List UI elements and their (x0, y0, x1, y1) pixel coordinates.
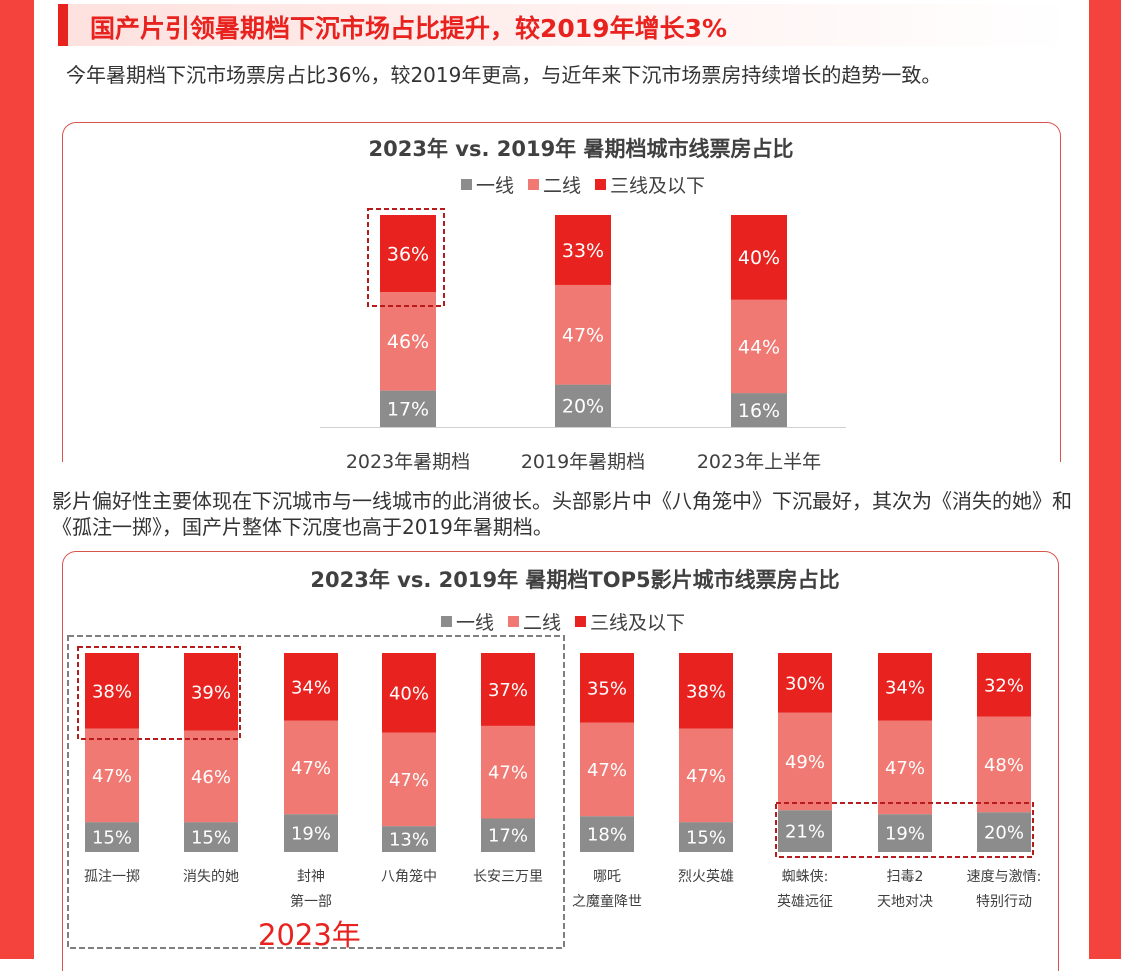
title-accent-bar (58, 4, 68, 46)
chart1-title: 2023年 vs. 2019年 暑期档城市线票房占比 (368, 137, 794, 161)
legend-item-tier1: 一线 (460, 171, 514, 198)
chart2-title: 2023年 vs. 2019年 暑期档TOP5影片城市线票房占比 (310, 568, 840, 592)
legend2-label-tier1: 一线 (455, 612, 494, 634)
legend2-item-tier1: 一线 (440, 608, 494, 635)
chart2-panel (62, 551, 1059, 971)
chart1-panel (62, 122, 1061, 462)
legend2-swatch-tier1 (440, 616, 452, 627)
legend2-label-tier2: 二线 (522, 612, 562, 634)
chart1-legend: 一线 二线 三线及以下 (460, 171, 705, 198)
legend-item-tier2: 二线 (527, 171, 582, 198)
page-title: 国产片引领暑期档下沉市场占比提升，较2019年增长3% (90, 14, 728, 43)
year-2023-label: 2023年 (258, 918, 361, 952)
legend2-item-tier2: 二线 (507, 608, 562, 635)
legend-swatch-tier3 (595, 179, 607, 190)
middle-paragraph: 影片偏好性主要体现在下沉城市与一线城市的此消彼长。头部影片中《八角笼中》下沉最好… (52, 489, 1072, 539)
right-decor-bar (1089, 0, 1121, 959)
legend-item-tier3: 三线及以下 (595, 171, 705, 198)
legend2-swatch-tier2 (507, 616, 519, 627)
legend-label-tier2: 二线 (542, 175, 582, 197)
intro-paragraph: 今年暑期档下沉市场票房占比36%，较2019年更高，与近年来下沉市场票房持续增长… (66, 63, 942, 87)
legend-swatch-tier2 (527, 179, 539, 190)
legend-swatch-tier1 (460, 179, 472, 190)
left-decor-bar (0, 0, 34, 959)
legend2-label-tier3: 三线及以下 (590, 612, 686, 634)
legend-label-tier1: 一线 (475, 175, 514, 197)
title-banner (58, 4, 1073, 46)
legend2-swatch-tier3 (575, 616, 587, 627)
chart2-legend: 一线 二线 三线及以下 (440, 608, 685, 635)
legend-label-tier3: 三线及以下 (610, 175, 706, 197)
legend2-item-tier3: 三线及以下 (575, 608, 685, 635)
